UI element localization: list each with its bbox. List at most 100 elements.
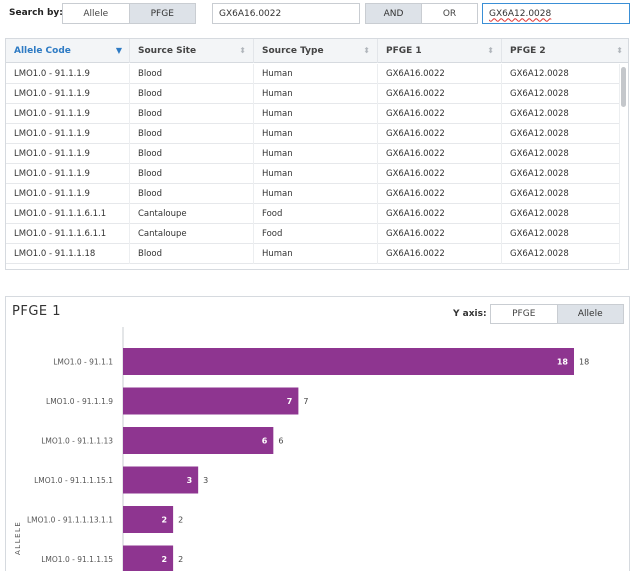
cell-source-type: Human: [254, 144, 378, 164]
cell-source-type: Human: [254, 64, 378, 84]
sort-icon: ⬍: [487, 46, 494, 55]
pfge1-search-input[interactable]: [212, 3, 360, 24]
mode-pfge-button[interactable]: PFGE: [128, 4, 195, 23]
bar-count-label: 3: [203, 476, 208, 485]
bar-count-label: 18: [579, 358, 589, 367]
bar-count-label: 2: [178, 516, 183, 525]
category-label: LMO1.0 - 91.1.1.9: [46, 397, 113, 406]
table-row[interactable]: LMO1.0 - 91.1.1.6.1.1 Cantaloupe Food GX6A1…: [6, 224, 620, 244]
cell-allele-code: LMO1.0 - 91.1.1.18: [6, 244, 130, 264]
column-header-source-type[interactable]: Source Type ⬍: [254, 39, 378, 63]
table-row[interactable]: LMO1.0 - 91.1.1.18 Blood Human GX6A16.0022 G…: [6, 244, 620, 264]
operator-and-button[interactable]: AND: [366, 4, 421, 23]
table-scrollbar[interactable]: [621, 67, 626, 107]
search-by-label: Search by:: [9, 8, 63, 18]
bar-value-label: 2: [162, 516, 168, 525]
cell-pfge2: GX6A12.0028: [502, 244, 620, 264]
cell-source-type: Human: [254, 124, 378, 144]
chart-panel: PFGE 1 Y axis: PFGE Allele ALLELE LMO1.0 …: [5, 296, 630, 571]
sort-icon: ⬍: [239, 46, 246, 55]
category-label: LMO1.0 - 91.1.1: [53, 358, 113, 367]
bar[interactable]: [123, 545, 174, 571]
cell-pfge1: GX6A16.0022: [378, 124, 502, 144]
cell-pfge1: GX6A16.0022: [378, 244, 502, 264]
category-label: LMO1.0 - 91.1.1.15: [41, 555, 113, 564]
cell-source-site: Blood: [130, 144, 254, 164]
y-axis-title: ALLELE: [14, 521, 22, 555]
operator-or-button[interactable]: OR: [421, 4, 477, 23]
chart-title: PFGE 1: [12, 304, 62, 319]
cell-allele-code: LMO1.0 - 91.1.1.9: [6, 64, 130, 84]
cell-pfge1: GX6A16.0022: [378, 84, 502, 104]
bar[interactable]: [123, 348, 574, 375]
y-axis-allele-button[interactable]: Allele: [556, 305, 623, 323]
y-axis-toggle: PFGE Allele: [490, 304, 624, 324]
cell-source-site: Blood: [130, 164, 254, 184]
table-row[interactable]: LMO1.0 - 91.1.1.9 Blood Human GX6A16.0022 GX…: [6, 144, 620, 164]
cell-pfge1: GX6A16.0022: [378, 184, 502, 204]
cell-pfge1: GX6A16.0022: [378, 164, 502, 184]
table-row[interactable]: LMO1.0 - 91.1.1.9 Blood Human GX6A16.0022 GX…: [6, 124, 620, 144]
cell-pfge1: GX6A16.0022: [378, 104, 502, 124]
bar-count-label: 2: [178, 555, 183, 564]
table-body: LMO1.0 - 91.1.1.9 Blood Human GX6A16.0022 GX…: [6, 64, 620, 264]
cell-source-type: Food: [254, 204, 378, 224]
results-table: Allele Code ▼ Source Site ⬍ Source Type …: [5, 38, 629, 270]
cell-pfge2: GX6A12.0028: [502, 224, 620, 244]
operator-toggle: AND OR: [365, 3, 478, 24]
column-header-allele-code[interactable]: Allele Code ▼: [6, 39, 130, 63]
allele-bar-chart: ALLELE LMO1.0 - 91.1.1 18 18 LMO1.0 - 91.1.1…: [14, 327, 589, 571]
bar-value-label: 18: [557, 358, 569, 367]
cell-source-site: Blood: [130, 104, 254, 124]
column-header-pfge2[interactable]: PFGE 2 ⬍: [502, 39, 628, 63]
bar-count-label: 7: [303, 397, 308, 406]
bar[interactable]: [123, 506, 174, 533]
search-mode-toggle: Allele PFGE: [62, 3, 196, 24]
bar[interactable]: [123, 427, 274, 454]
bar-value-label: 2: [162, 555, 168, 564]
bar[interactable]: [123, 387, 299, 415]
table-row[interactable]: LMO1.0 - 91.1.1.9 Blood Human GX6A16.0022 GX…: [6, 64, 620, 84]
column-header-label: Allele Code: [14, 46, 71, 56]
mode-allele-button[interactable]: Allele: [83, 8, 109, 19]
cell-pfge2: GX6A12.0028: [502, 64, 620, 84]
table-row[interactable]: LMO1.0 - 91.1.1.6.1.1 Cantaloupe Food GX6A1…: [6, 204, 620, 224]
category-label: LMO1.0 - 91.1.1.15.1: [34, 476, 113, 485]
column-header-label: PFGE 1: [386, 46, 422, 56]
bar-value-label: 3: [187, 476, 193, 485]
column-header-label: Source Site: [138, 46, 197, 56]
cell-source-site: Blood: [130, 84, 254, 104]
cell-pfge2: GX6A12.0028: [502, 144, 620, 164]
cell-source-site: Cantaloupe: [130, 204, 254, 224]
sort-icon: ⬍: [363, 46, 370, 55]
cell-pfge2: GX6A12.0028: [502, 204, 620, 224]
table-row[interactable]: LMO1.0 - 91.1.1.9 Blood Human GX6A16.0022 GX…: [6, 104, 620, 124]
cell-source-site: Blood: [130, 64, 254, 84]
cell-pfge1: GX6A16.0022: [378, 204, 502, 224]
column-header-pfge1[interactable]: PFGE 1 ⬍: [378, 39, 502, 63]
column-header-source-site[interactable]: Source Site ⬍: [130, 39, 254, 63]
sort-icon: ⬍: [616, 46, 623, 55]
cell-source-type: Food: [254, 224, 378, 244]
cell-pfge2: GX6A12.0028: [502, 184, 620, 204]
cell-allele-code: LMO1.0 - 91.1.1.9: [6, 84, 130, 104]
cell-source-site: Blood: [130, 184, 254, 204]
pfge2-search-input[interactable]: GX6A12.0028: [482, 3, 630, 24]
column-header-label: PFGE 2: [510, 46, 546, 56]
cell-allele-code: LMO1.0 - 91.1.1.6.1.1: [6, 224, 130, 244]
bar[interactable]: [123, 466, 199, 494]
cell-pfge1: GX6A16.0022: [378, 224, 502, 244]
table-row[interactable]: LMO1.0 - 91.1.1.9 Blood Human GX6A16.0022 GX…: [6, 184, 620, 204]
cell-allele-code: LMO1.0 - 91.1.1.9: [6, 124, 130, 144]
table-row[interactable]: LMO1.0 - 91.1.1.9 Blood Human GX6A16.0022 GX…: [6, 164, 620, 184]
y-axis-pfge-button[interactable]: PFGE: [512, 309, 536, 319]
column-header-label: Source Type: [262, 46, 324, 56]
category-label: LMO1.0 - 91.1.1.13: [41, 437, 113, 446]
cell-allele-code: LMO1.0 - 91.1.1.9: [6, 104, 130, 124]
search-bar: Search by: Allele PFGE AND OR GX6A12.002…: [0, 0, 635, 30]
bar-count-label: 6: [278, 437, 283, 446]
table-header: Allele Code ▼ Source Site ⬍ Source Type …: [6, 39, 628, 63]
y-axis-selector-label: Y axis:: [453, 309, 487, 319]
table-row[interactable]: LMO1.0 - 91.1.1.9 Blood Human GX6A16.0022 GX…: [6, 84, 620, 104]
cell-source-site: Blood: [130, 244, 254, 264]
